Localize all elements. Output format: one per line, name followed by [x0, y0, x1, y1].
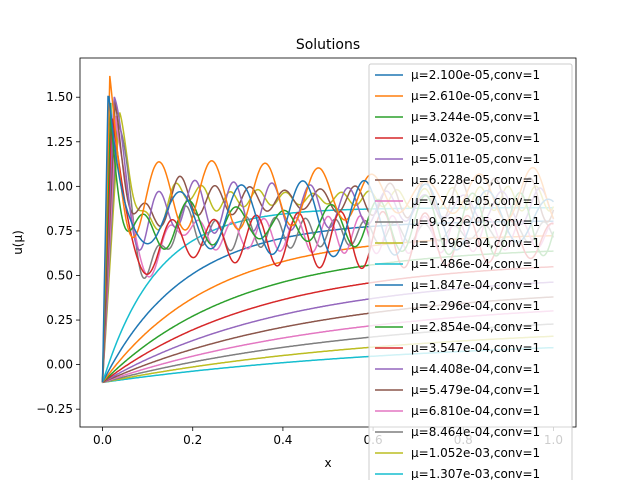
y-axis-ticks: −0.25 0.00 0.25 0.50 0.75 1.00 1.25 1.50 [36, 90, 80, 416]
y-tick-label: 1.50 [46, 90, 73, 104]
legend-entry-label: μ=2.296e-04,conv=1 [411, 299, 540, 313]
legend-entry-label: μ=6.228e-05,conv=1 [411, 173, 540, 187]
legend-entry-label: μ=6.810e-04,conv=1 [411, 404, 540, 418]
legend-entry-label: μ=2.610e-05,conv=1 [411, 89, 540, 103]
legend: μ=2.100e-05,conv=1 μ=2.610e-05,conv=1 μ=3.… [368, 63, 573, 480]
legend-entry-label: μ=4.032e-05,conv=1 [411, 131, 540, 145]
legend-entry-label: μ=2.100e-05,conv=1 [411, 68, 540, 82]
x-tick-label: 0.0 [93, 433, 112, 447]
legend-entry-label: μ=4.408e-04,conv=1 [411, 362, 540, 376]
x-tick-label: 0.4 [273, 433, 292, 447]
x-axis-label: x [324, 456, 331, 470]
legend-entry-label: μ=1.486e-04,conv=1 [411, 257, 540, 271]
legend-entry-label: μ=7.741e-05,conv=1 [411, 194, 540, 208]
legend-entry-label: μ=2.854e-04,conv=1 [411, 320, 540, 334]
legend-entry-label: μ=5.011e-05,conv=1 [411, 152, 540, 166]
y-tick-label: 0.25 [46, 313, 73, 327]
legend-entry-label: μ=1.847e-04,conv=1 [411, 278, 540, 292]
legend-entry-label: μ=1.196e-04,conv=1 [411, 236, 540, 250]
y-tick-label: 0.75 [46, 224, 73, 238]
legend-entry-label: μ=1.052e-03,conv=1 [411, 446, 540, 460]
y-tick-label: 1.25 [46, 135, 73, 149]
legend-box [368, 63, 573, 480]
legend-entry-label: μ=5.479e-04,conv=1 [411, 383, 540, 397]
y-tick-label: 0.50 [46, 268, 73, 282]
legend-entry-label: μ=3.244e-05,conv=1 [411, 110, 540, 124]
legend-entry-label: μ=9.622e-05,conv=1 [411, 215, 540, 229]
legend-entry-label: μ=1.307e-03,conv=1 [411, 467, 540, 480]
axes-frame [79, 57, 577, 428]
y-tick-label: 1.00 [46, 179, 73, 193]
chart-title: Solutions [296, 37, 360, 53]
x-tick-label: 0.2 [183, 433, 202, 447]
legend-entry-label: μ=3.547e-04,conv=1 [411, 341, 540, 355]
y-axis-label: u(μ) [11, 230, 25, 255]
y-tick-label: 0.00 [46, 358, 73, 372]
legend-entry-label: μ=8.464e-04,conv=1 [411, 425, 540, 439]
y-tick-label: −0.25 [36, 402, 73, 416]
